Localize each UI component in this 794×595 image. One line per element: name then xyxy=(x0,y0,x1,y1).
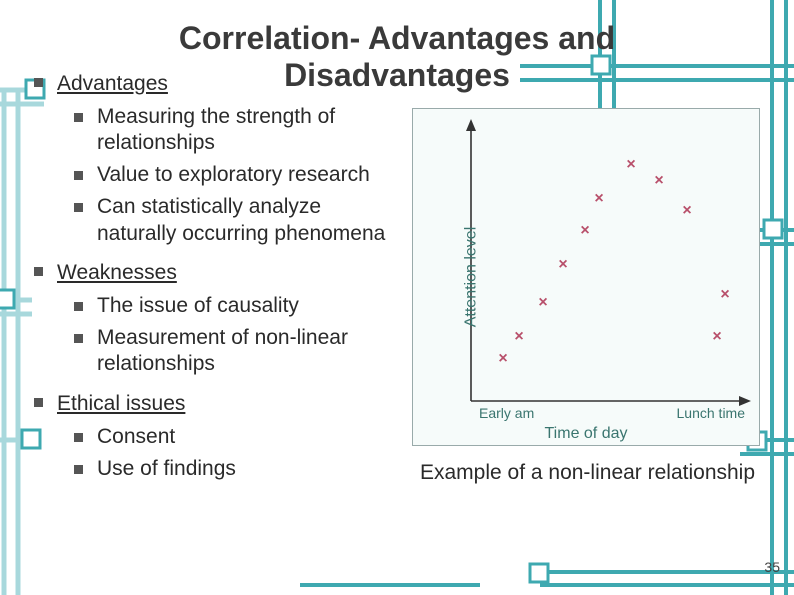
chart-column: Attention level Time of day Early am Lun… xyxy=(412,98,772,493)
list-item: The issue of causality xyxy=(97,293,299,319)
bullet-icon xyxy=(34,398,43,407)
page-number: 35 xyxy=(764,559,780,575)
list-item: Use of findings xyxy=(97,456,236,482)
chart-caption: Example of a non-linear relationship xyxy=(412,460,772,486)
scatter-point: × xyxy=(498,350,507,368)
scatter-point: × xyxy=(654,172,663,190)
bullet-icon xyxy=(34,78,43,87)
bullet-icon xyxy=(74,302,83,311)
bullet-icon xyxy=(74,433,83,442)
list-item: Value to exploratory research xyxy=(97,162,370,188)
bullet-icon xyxy=(74,334,83,343)
bullet-icon xyxy=(74,113,83,122)
scatter-point: × xyxy=(538,294,547,312)
section-header-weaknesses: Weaknesses xyxy=(57,261,177,285)
section-header-ethical: Ethical issues xyxy=(57,392,185,416)
bullet-icon xyxy=(74,203,83,212)
list-item: Measurement of non-linear relationships xyxy=(97,325,400,378)
x-axis-label: Time of day xyxy=(545,425,628,443)
scatter-point: × xyxy=(580,222,589,240)
title-line1: Correlation- Advantages and xyxy=(179,20,615,56)
list-item: Measuring the strength of relationships xyxy=(97,104,400,157)
section-header-advantages: Advantages xyxy=(57,72,168,96)
x-tick-early: Early am xyxy=(479,405,534,421)
list-item: Can statistically analyze naturally occu… xyxy=(97,194,400,247)
scatter-point: × xyxy=(558,256,567,274)
text-column: Advantages Measuring the strength of rel… xyxy=(30,98,400,493)
y-axis-label: Attention level xyxy=(462,226,480,327)
scatter-point: × xyxy=(712,328,721,346)
scatter-point: × xyxy=(720,286,729,304)
scatter-point: × xyxy=(682,202,691,220)
scatter-point: × xyxy=(594,190,603,208)
x-tick-lunch: Lunch time xyxy=(677,405,745,421)
list-item: Consent xyxy=(97,424,175,450)
scatter-point: × xyxy=(626,156,635,174)
bullet-icon xyxy=(74,171,83,180)
bullet-icon xyxy=(34,267,43,276)
scatter-point: × xyxy=(514,328,523,346)
scatter-chart: Attention level Time of day Early am Lun… xyxy=(412,108,760,446)
bullet-icon xyxy=(74,465,83,474)
